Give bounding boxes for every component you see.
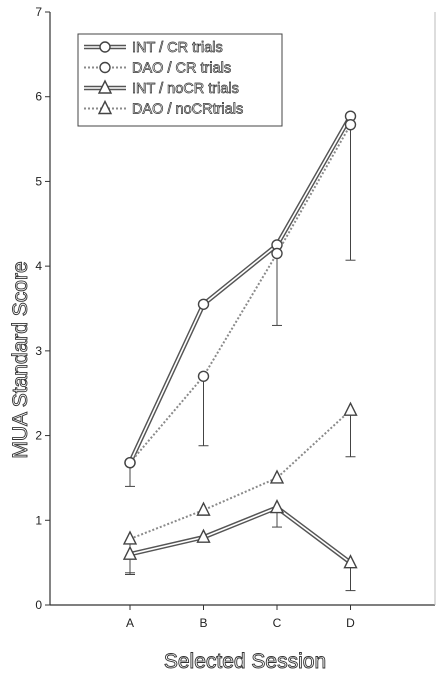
legend-label: DAO / CR trials — [132, 61, 231, 77]
legend-box — [77, 33, 283, 127]
legend-marker — [97, 99, 113, 115]
y-tick-label: 3 — [35, 344, 42, 358]
legend-entry: DAO / noCRtrials — [84, 99, 244, 118]
data-point — [197, 370, 210, 382]
x-tick-label: D — [346, 616, 355, 630]
y-tick-label: 1 — [35, 513, 42, 527]
legend-marker — [99, 61, 111, 74]
legend-entry: INT / CR trials — [84, 40, 223, 56]
legend-label: INT / noCR trials — [132, 81, 239, 97]
data-point — [269, 469, 285, 484]
y-tick-label: 0 — [35, 598, 42, 612]
data-point — [122, 545, 138, 560]
series-markers — [122, 110, 358, 569]
legend: INT / CR trials DAO / CR trials INT / noCR… — [77, 33, 283, 127]
x-tick-label: C — [273, 616, 282, 630]
data-point — [196, 501, 211, 516]
series-lines — [127, 115, 353, 565]
x-tick-label: B — [199, 616, 207, 630]
y-tick-label: 4 — [35, 259, 42, 273]
series-line-inner — [129, 115, 352, 464]
series-line — [129, 505, 352, 565]
data-point — [343, 554, 358, 569]
data-point — [197, 298, 210, 310]
data-point — [269, 499, 285, 514]
data-point — [271, 247, 283, 260]
data-point — [343, 401, 358, 416]
legend-label: INT / CR trials — [132, 40, 223, 56]
y-axis-title: MUA Standard Score — [9, 261, 32, 458]
axes: 0 1 2 3 4 5 6 7 A B C D — [35, 5, 436, 630]
data-point — [196, 528, 211, 543]
y-tick-label: 6 — [35, 90, 42, 104]
series-line-inner — [129, 506, 351, 564]
data-point — [122, 530, 138, 545]
data-point — [344, 118, 357, 131]
y-tick-label: 2 — [35, 429, 42, 443]
y-tick-label: 5 — [35, 174, 42, 188]
series-line — [127, 115, 353, 464]
series-line — [129, 409, 352, 540]
legend-entry: DAO / CR trials — [84, 60, 231, 77]
data-point — [124, 456, 136, 469]
series-line — [129, 124, 352, 464]
legend-entry: INT / noCR trials — [84, 79, 239, 97]
legend-label: DAO / noCRtrials — [132, 102, 243, 118]
legend-marker — [97, 79, 113, 94]
x-axis-title: Selected Session — [164, 650, 326, 673]
legend-marker — [99, 41, 111, 53]
y-tick-label: 7 — [35, 5, 42, 19]
x-tick-label: A — [126, 616, 134, 630]
